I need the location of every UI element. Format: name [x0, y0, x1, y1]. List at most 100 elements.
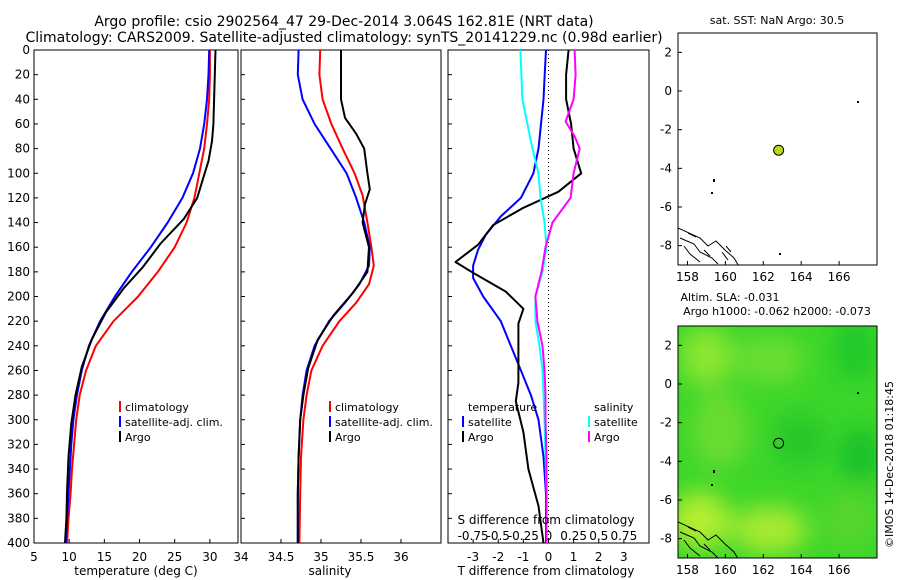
sst-map-title: sat. SST: NaN Argo: 30.5	[710, 14, 844, 27]
depth-tick-label: 320	[7, 437, 30, 451]
island-speck	[857, 101, 859, 103]
salinity-panel-frame	[240, 49, 442, 544]
x-tick-label: 30	[202, 550, 217, 564]
x-tick-label: 20	[132, 550, 147, 564]
x-tick-label: 1	[570, 550, 578, 564]
coastline-shape	[678, 227, 739, 265]
sla-blob	[734, 336, 806, 384]
island-speck	[713, 179, 715, 182]
depth-tick-label: 20	[15, 68, 30, 82]
x-tick-label: 0	[545, 550, 553, 564]
series-line-temperature-satellite	[472, 49, 547, 543]
sst-map-land	[678, 101, 859, 265]
legend-label-satellite: satellite-adj. clim.	[125, 416, 223, 429]
salinity-legend: climatology satellite-adj. clim. Argo	[329, 401, 433, 444]
map-x-tick-label: 166	[828, 270, 851, 284]
depth-tick-label: 220	[7, 314, 30, 328]
top-x-tick-label: -0.75	[458, 529, 489, 543]
legend-label-s-argo: Argo	[594, 431, 620, 444]
legend-label-s-satellite: satellite	[594, 416, 638, 429]
x-tick-label: 2	[595, 550, 603, 564]
top-x-tick-label: 0	[545, 529, 553, 543]
x-tick-label: 36	[393, 550, 408, 564]
sla-blob	[678, 492, 730, 548]
sla-map-title-2: Argo h1000: -0.062 h2000: -0.073	[683, 305, 871, 318]
map-y-tick-label: -6	[660, 493, 672, 507]
island-speck	[711, 484, 713, 486]
depth-axis: 0 20 40 60 80 100 120 140 160 180 200 220 240 260 280 3…	[7, 43, 452, 550]
series-line-argo	[296, 50, 371, 543]
x-tick-label: 25	[167, 550, 182, 564]
map-x-tick-label: 162	[752, 563, 775, 577]
sla-map-title-1: Altim. SLA: -0.031	[680, 291, 779, 304]
difference-legend-temperature: temperature satellite Argo	[462, 401, 537, 444]
x-tick-label: 34.5	[268, 550, 295, 564]
map-y-tick-label: -8	[660, 239, 672, 253]
map-x-tick-label: 160	[714, 563, 737, 577]
sla-blob	[692, 390, 748, 470]
temperature-axis-label: temperature (deg C)	[74, 564, 197, 578]
map-y-tick-label: -4	[660, 161, 672, 175]
depth-tick-label: 40	[15, 92, 30, 106]
sst-map-axes: 158 160 162 164 166 2 0 -2 -4 -6 -8	[660, 45, 851, 284]
map-x-tick-label: 162	[752, 270, 775, 284]
top-x-tick-label: 0.5	[589, 529, 608, 543]
depth-tick-label: 280	[7, 388, 30, 402]
legend-heading-temperature: temperature	[468, 401, 537, 414]
series-line-argo	[64, 49, 217, 544]
depth-tick-label: 200	[7, 290, 30, 304]
argo-float-marker	[773, 437, 785, 449]
x-tick-label: 34	[233, 550, 248, 564]
depth-tick-label: 180	[7, 265, 30, 279]
x-tick-label: 3	[620, 550, 628, 564]
coastline-islands	[679, 526, 719, 558]
island-speck	[779, 253, 781, 255]
map-x-tick-label: 164	[790, 270, 813, 284]
sla-blob	[732, 506, 808, 554]
argo-float-marker	[773, 144, 785, 156]
legend-label-t-satellite: satellite	[468, 416, 512, 429]
island-speck	[857, 392, 859, 394]
legend-label-argo: Argo	[335, 431, 361, 444]
sla-anomaly-blobs	[678, 326, 877, 554]
difference-axis-label: T difference from climatology	[457, 564, 635, 578]
depth-tick-label: 120	[7, 191, 30, 205]
legend-label-climatology: climatology	[125, 401, 189, 414]
title-line-1: Argo profile: csio 2902564_47 29-Dec-201…	[94, 14, 593, 30]
x-tick-label: -2	[492, 550, 504, 564]
legend-label-climatology: climatology	[335, 401, 399, 414]
legend-heading-salinity: salinity	[594, 401, 634, 414]
depth-tick-label: 0	[22, 43, 30, 57]
x-tick-label: 35.5	[348, 550, 375, 564]
series-line-temperature-argo	[454, 49, 583, 544]
map-x-tick-label: 158	[676, 270, 699, 284]
map-y-tick-label: 2	[664, 338, 672, 352]
series-line-climatology	[298, 49, 375, 544]
series-line-satellite-adj-clim-	[296, 49, 371, 543]
series-line-salinity-argo	[534, 49, 581, 543]
x-tick-label: 10	[62, 550, 77, 564]
legend-label-satellite: satellite-adj. clim.	[335, 416, 433, 429]
top-x-tick-label: 0.75	[611, 529, 638, 543]
title-line-2: Climatology: CARS2009. Satellite-adjuste…	[25, 30, 662, 46]
legend-label-argo: Argo	[125, 431, 151, 444]
x-tick-label: -3	[467, 550, 479, 564]
sla-blob	[835, 326, 875, 380]
difference-top-axis-label: S difference from climatology	[458, 513, 635, 527]
map-y-tick-label: -6	[660, 200, 672, 214]
sla-map-field	[678, 326, 877, 558]
map-y-tick-label: -2	[660, 123, 672, 137]
series-line-climatology	[66, 50, 211, 544]
depth-tick-label: 340	[7, 462, 30, 476]
map-x-tick-label: 166	[828, 563, 851, 577]
map-y-tick-label: -8	[660, 532, 672, 546]
top-x-tick-label: -0.5	[487, 529, 510, 543]
salinity-axis-label: salinity	[308, 564, 351, 578]
difference-panel-frame	[447, 49, 650, 544]
series-line-satellite-adj-clim-	[64, 49, 211, 544]
depth-tick-label: 60	[15, 117, 30, 131]
depth-tick-label: 260	[7, 363, 30, 377]
x-tick-label: 15	[97, 550, 112, 564]
map-y-tick-label: 0	[664, 84, 672, 98]
